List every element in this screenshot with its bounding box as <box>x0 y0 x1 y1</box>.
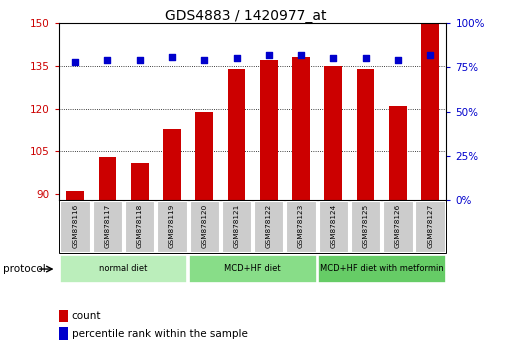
Point <box>168 54 176 59</box>
Point <box>135 57 144 63</box>
Text: GSM878127: GSM878127 <box>427 203 433 248</box>
Bar <box>389 106 407 200</box>
Bar <box>357 69 374 200</box>
Bar <box>125 201 154 252</box>
Bar <box>260 60 278 200</box>
Bar <box>351 201 380 252</box>
Bar <box>157 201 187 252</box>
Point <box>232 56 241 61</box>
Text: MCD+HF diet with metformin: MCD+HF diet with metformin <box>320 264 444 273</box>
Point <box>362 56 370 61</box>
Point <box>426 52 435 58</box>
Bar <box>131 163 149 200</box>
Point <box>265 52 273 58</box>
Text: GSM878123: GSM878123 <box>298 203 304 248</box>
Text: protocol: protocol <box>3 264 45 274</box>
Text: GSM878118: GSM878118 <box>136 203 143 248</box>
Text: GSM878117: GSM878117 <box>105 203 110 248</box>
Point <box>200 57 208 63</box>
Bar <box>421 23 439 200</box>
Text: MCD+HF diet: MCD+HF diet <box>224 264 281 273</box>
Bar <box>318 255 446 283</box>
Bar <box>98 157 116 200</box>
Bar <box>383 201 412 252</box>
Bar <box>93 201 122 252</box>
Text: count: count <box>72 311 102 321</box>
Bar <box>66 192 84 200</box>
Text: normal diet: normal diet <box>100 264 148 273</box>
Point <box>394 57 402 63</box>
Text: GSM878116: GSM878116 <box>72 203 78 248</box>
Text: percentile rank within the sample: percentile rank within the sample <box>72 329 248 339</box>
Text: GSM878124: GSM878124 <box>330 203 337 248</box>
Bar <box>189 201 219 252</box>
Text: GDS4883 / 1420977_at: GDS4883 / 1420977_at <box>166 9 327 23</box>
Bar <box>286 201 316 252</box>
Text: GSM878121: GSM878121 <box>233 203 240 248</box>
Text: GSM878119: GSM878119 <box>169 203 175 248</box>
Bar <box>416 201 445 252</box>
Bar <box>195 112 213 200</box>
Bar <box>222 201 251 252</box>
Text: GSM878126: GSM878126 <box>395 203 401 248</box>
Point <box>103 57 111 63</box>
Bar <box>189 255 317 283</box>
Text: GSM878125: GSM878125 <box>363 203 369 248</box>
Bar <box>228 69 245 200</box>
Bar <box>292 57 310 200</box>
Text: GSM878122: GSM878122 <box>266 203 272 248</box>
Bar <box>163 129 181 200</box>
Text: GSM878120: GSM878120 <box>201 203 207 248</box>
Bar <box>254 201 284 252</box>
Bar <box>61 201 90 252</box>
Bar <box>319 201 348 252</box>
Point <box>71 59 79 65</box>
Point <box>329 56 338 61</box>
Bar <box>60 255 187 283</box>
Point <box>297 52 305 58</box>
Bar <box>324 66 342 200</box>
